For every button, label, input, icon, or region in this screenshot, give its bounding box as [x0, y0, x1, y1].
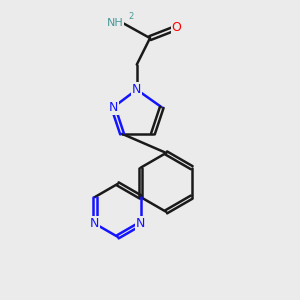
Text: NH: NH — [107, 18, 124, 28]
Text: 2: 2 — [129, 12, 134, 21]
Text: N: N — [132, 83, 141, 96]
Text: N: N — [109, 101, 118, 114]
Text: O: O — [172, 21, 182, 34]
Text: N: N — [136, 217, 146, 230]
Text: N: N — [90, 217, 100, 230]
